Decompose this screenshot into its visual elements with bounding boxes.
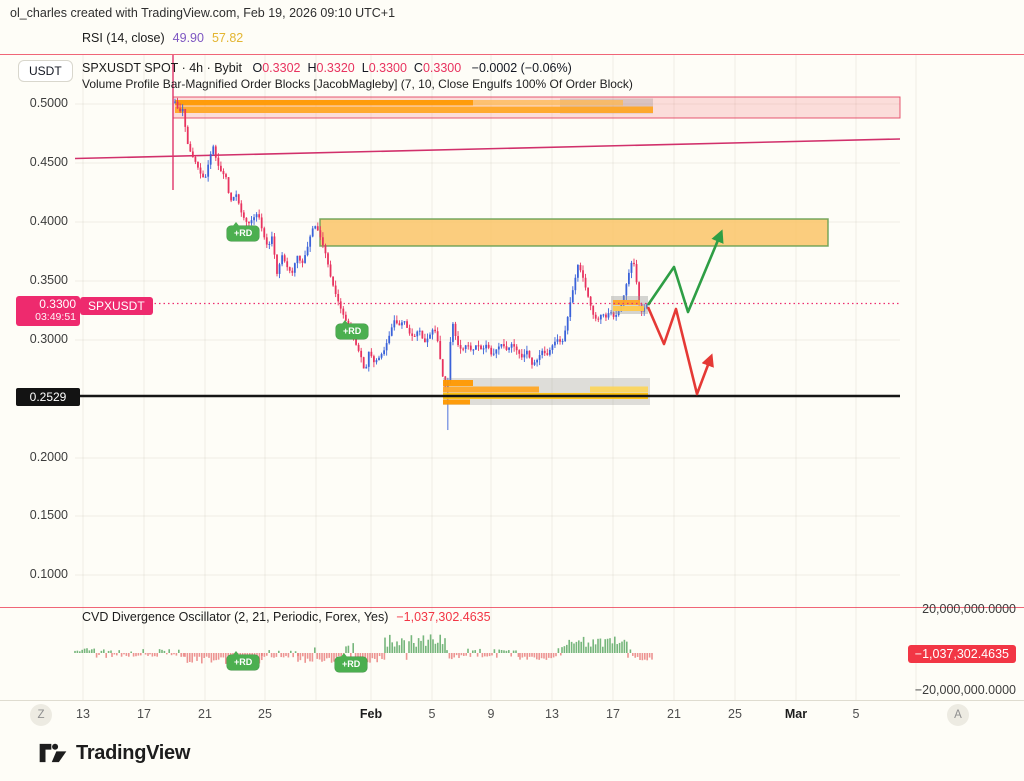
rd-signal-badge[interactable]: +RD (335, 653, 368, 672)
ohlc-key: L (361, 61, 369, 75)
symbol-legend[interactable]: SPXUSDT SPOT · 4h · Bybit O0.3302 H0.3320… (82, 61, 572, 75)
cvd-value: −1,037,302.4635 (396, 610, 491, 624)
pane-separator-cvd[interactable] (0, 607, 1024, 608)
price-tick-label: 0.1000 (29, 567, 68, 581)
time-tick-label: 5 (428, 707, 436, 721)
currency-toggle-button[interactable]: USDT (18, 60, 73, 82)
rsi-value: 49.90 (172, 31, 204, 45)
time-tick-label: 25 (258, 707, 272, 721)
price-tick-label: 0.3500 (29, 273, 68, 287)
time-tick-label: 9 (487, 707, 495, 721)
current-price-badge: 0.3300 03:49:51 (16, 296, 80, 326)
rd-signal-badge[interactable]: +RD (336, 320, 369, 339)
time-tick-label: 25 (728, 707, 742, 721)
ohlc-key: H (307, 61, 317, 75)
cvd-value-badge: −1,037,302.4635 (907, 645, 1016, 663)
rd-signal-badge[interactable]: +RD (227, 222, 260, 241)
current-price-value: 0.3300 (39, 297, 76, 311)
time-tick-label: 21 (667, 707, 681, 721)
rsi-pane-legend[interactable]: RSI (14, close) 49.90 57.82 (82, 31, 243, 45)
cvd-label: CVD Divergence Oscillator (2, 21, Period… (82, 610, 389, 624)
tradingview-logo-text: TradingView (76, 741, 191, 764)
time-tick-label: Mar (784, 707, 808, 721)
time-tick-label: 21 (198, 707, 212, 721)
ohlc-value: 0.3320 (316, 61, 355, 75)
ohlc-value: 0.3300 (368, 61, 407, 75)
price-tick-label: 0.2000 (29, 450, 68, 464)
cvd-legend[interactable]: CVD Divergence Oscillator (2, 21, Period… (82, 610, 491, 624)
cvd-scale-bottom-label: −20,000,000.0000 (914, 683, 1016, 697)
symbol-title[interactable]: SPXUSDT SPOT · 4h · Bybit (82, 61, 243, 75)
axis-settings-button[interactable]: A (947, 704, 969, 726)
pane-separator-rsi[interactable] (0, 54, 1024, 55)
tradingview-logo[interactable]: TradingView (38, 741, 190, 765)
bar-countdown: 03:49:51 (35, 311, 76, 323)
price-tick-label: 0.4000 (29, 214, 68, 228)
ohlc-key: C (413, 61, 423, 75)
time-tick-label: 13 (76, 707, 90, 721)
time-tick-label: 17 (606, 707, 620, 721)
rd-signal-badge[interactable]: +RD (227, 651, 260, 670)
price-tick-label: 0.5000 (29, 96, 68, 110)
time-tick-label: Feb (359, 707, 383, 721)
timezone-button[interactable]: Z (30, 704, 52, 726)
time-tick-label: 13 (545, 707, 559, 721)
rsi-ma-value: 57.82 (211, 31, 244, 45)
time-tick-label: 5 (852, 707, 860, 721)
rsi-label: RSI (14, close) (82, 31, 165, 45)
price-tick-label: 0.4500 (29, 155, 68, 169)
price-tick-label: 0.1500 (29, 508, 68, 522)
ohlc-values: O0.3302 H0.3320 L0.3300 C0.3300 (246, 61, 462, 75)
attribution-text: ol_charles created with TradingView.com,… (10, 6, 396, 20)
change-value: −0.0002 (−0.06%) (471, 61, 572, 75)
ohlc-key: O (252, 61, 263, 75)
indicator-legend[interactable]: Volume Profile Bar-Magnified Order Block… (82, 77, 633, 91)
ohlc-value: 0.3300 (422, 61, 462, 75)
time-axis-separator (0, 700, 1024, 701)
time-tick-label: 17 (137, 707, 151, 721)
price-tick-label: 0.3000 (29, 332, 68, 346)
cvd-scale-top-label: 20,000,000.0000 (922, 602, 1016, 616)
support-level-badge: 0.2529 (16, 388, 80, 406)
symbol-tag-badge: SPXUSDT (80, 297, 153, 315)
ohlc-value: 0.3302 (262, 61, 301, 75)
tradingview-logo-icon (39, 743, 67, 763)
